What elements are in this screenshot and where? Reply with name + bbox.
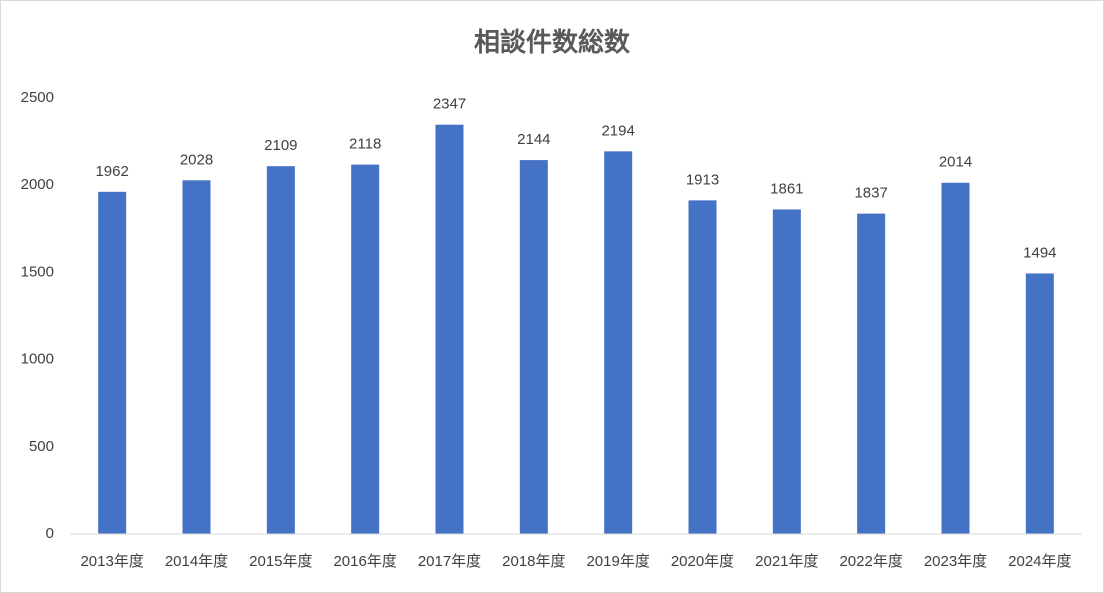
data-label: 1861 [770,180,803,197]
x-tick-label: 2017年度 [418,553,481,570]
x-tick-label: 2014年度 [165,553,228,570]
bar [604,151,633,534]
data-label: 1494 [1023,244,1056,261]
data-label: 2194 [601,122,634,139]
data-label: 2109 [264,137,297,154]
x-tick-label: 2023年度 [924,553,987,570]
y-tick-label: 500 [29,438,54,455]
bar [435,124,464,534]
x-tick-label: 2020年度 [671,553,734,570]
data-label: 2014 [939,154,972,171]
bar [772,209,801,535]
bar [519,160,548,534]
data-label: 1913 [686,171,719,188]
bar [182,180,211,534]
bar [857,213,886,534]
x-tick-label: 2021年度 [755,553,818,570]
bar [351,164,380,535]
data-label: 2347 [433,96,466,113]
y-tick-label: 2000 [21,176,54,193]
y-tick-label: 1500 [21,263,54,280]
chart-title: 相談件数総数 [474,27,631,57]
bar [1025,273,1054,534]
data-label: 1837 [854,185,887,202]
bar [941,182,970,534]
x-tick-label: 2013年度 [80,553,143,570]
data-label: 2118 [349,136,381,153]
x-tick-label: 2024年度 [1008,553,1071,570]
x-tick-label: 2018年度 [502,553,565,570]
bar [688,200,717,534]
data-label: 2028 [180,151,213,168]
data-label: 2144 [517,131,550,148]
x-tick-label: 2022年度 [839,553,902,570]
y-tick-label: 1000 [21,351,54,368]
y-tick-label: 2500 [21,89,54,106]
y-tick-label: 0 [46,525,54,542]
bar [266,166,295,534]
data-label: 1962 [95,163,128,180]
x-tick-label: 2015年度 [249,553,312,570]
x-tick-label: 2016年度 [333,553,396,570]
x-tick-label: 2019年度 [586,553,649,570]
bar [98,191,127,534]
